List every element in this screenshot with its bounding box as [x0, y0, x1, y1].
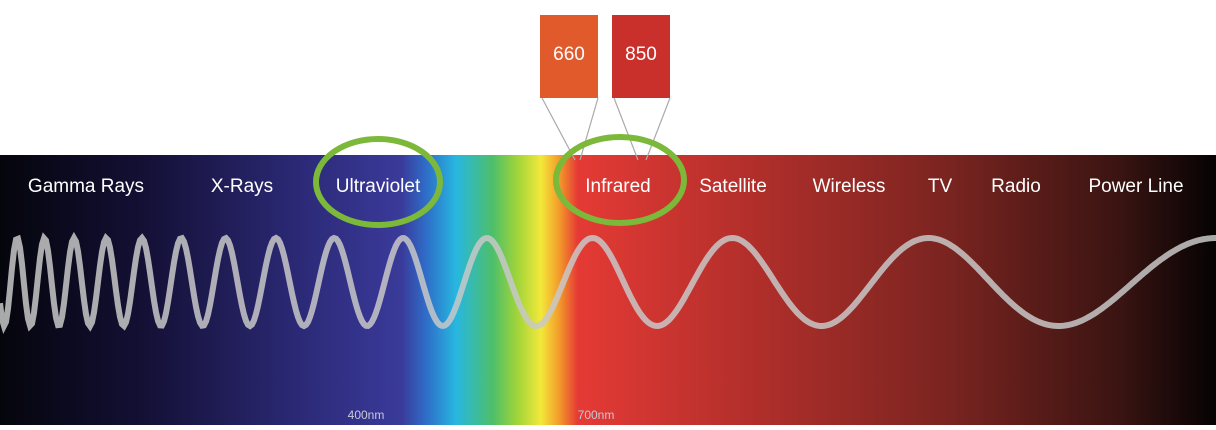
marker-label: 850 [625, 44, 657, 65]
band-label: Ultraviolet [336, 176, 421, 197]
wave [0, 231, 1216, 334]
band-label: Wireless [813, 176, 886, 197]
band-label: Infrared [585, 176, 650, 197]
wavelength-label: 400nm [348, 408, 385, 422]
highlight-circle [313, 136, 443, 228]
band-label: X-Rays [211, 176, 273, 197]
band-label: TV [928, 176, 953, 197]
band-label: Radio [991, 176, 1041, 197]
band-label: Gamma Rays [28, 176, 144, 197]
marker-box [612, 15, 670, 98]
marker-box [540, 15, 598, 98]
band-label: Satellite [699, 176, 767, 197]
band-label: Power Line [1088, 176, 1183, 197]
highlight-circle [553, 134, 687, 226]
connectors [541, 97, 671, 161]
wave-line [0, 231, 1216, 334]
wavelength-label: 700nm [578, 408, 615, 422]
marker-label: 660 [553, 44, 585, 65]
spectrum-band [0, 155, 1216, 425]
